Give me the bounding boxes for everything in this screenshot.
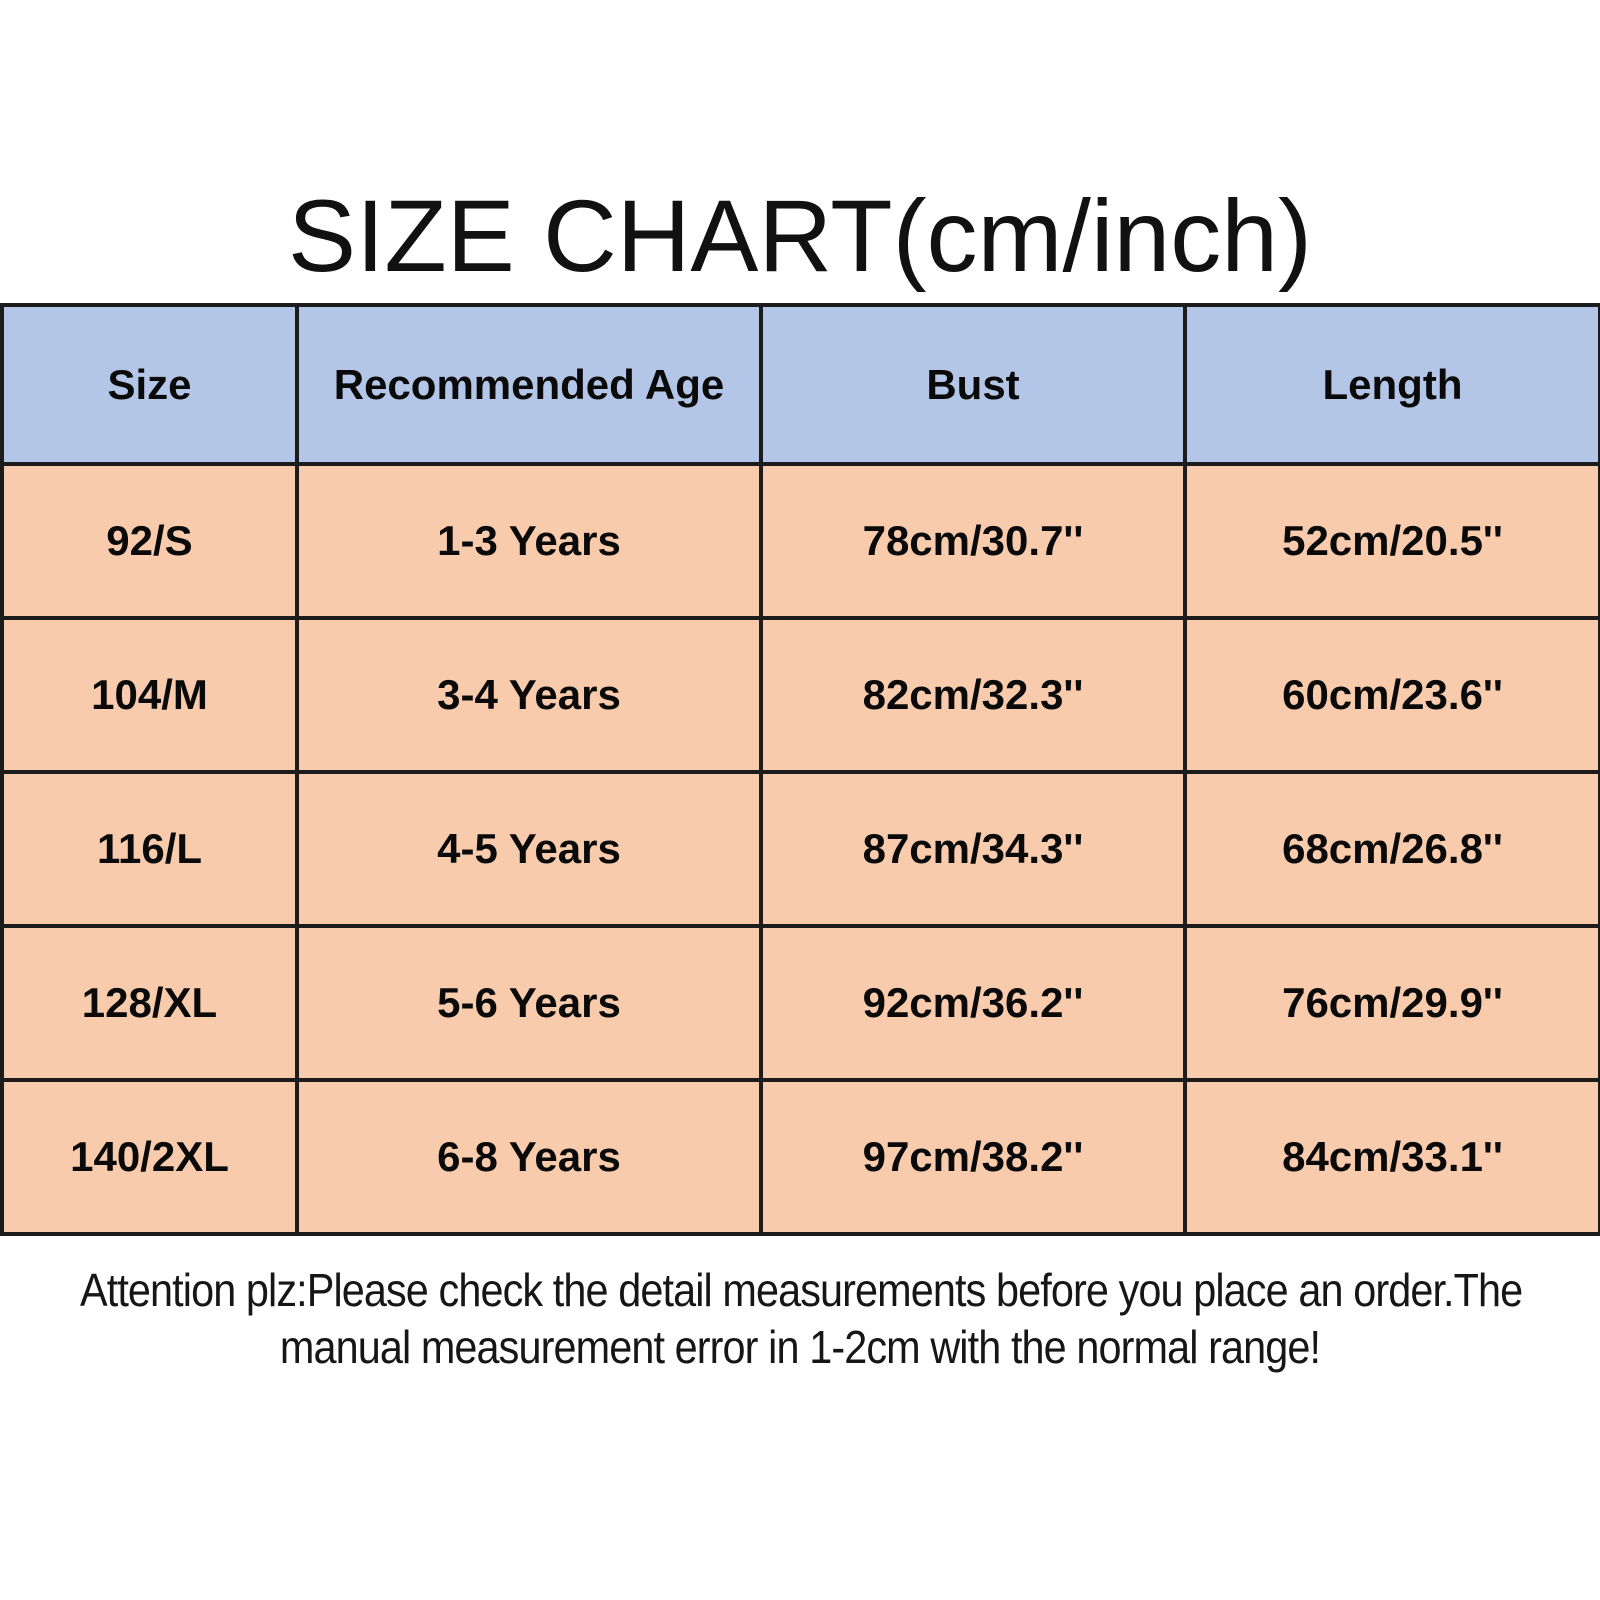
header-cell-length: Length [1183,303,1600,466]
header-cell-age: Recommended Age [295,303,763,466]
cell-age: 3-4 Years [295,616,763,774]
cell-age: 5-6 Years [295,924,763,1082]
table-row: 128/XL 5-6 Years 92cm/36.2'' 76cm/29.9'' [0,924,1600,1082]
cell-size: 140/2XL [0,1078,299,1236]
cell-bust: 92cm/36.2'' [759,924,1187,1082]
cell-length: 68cm/26.8'' [1183,770,1600,928]
cell-size: 92/S [0,462,299,620]
table-header-row: Size Recommended Age Bust Length [0,303,1600,466]
header-cell-bust: Bust [759,303,1187,466]
attention-note-line-1: Attention plz:Please check the detail me… [80,1264,1523,1316]
table-row: 116/L 4-5 Years 87cm/34.3'' 68cm/26.8'' [0,770,1600,928]
cell-bust: 82cm/32.3'' [759,616,1187,774]
cell-age: 4-5 Years [295,770,763,928]
attention-note-line-2: manual measurement error in 1-2cm with t… [279,1321,1321,1373]
cell-length: 60cm/23.6'' [1183,616,1600,774]
cell-size: 116/L [0,770,299,928]
table-row: 104/M 3-4 Years 82cm/32.3'' 60cm/23.6'' [0,616,1600,774]
cell-length: 84cm/33.1'' [1183,1078,1600,1236]
table-row: 92/S 1-3 Years 78cm/30.7'' 52cm/20.5'' [0,462,1600,620]
table-row: 140/2XL 6-8 Years 97cm/38.2'' 84cm/33.1'… [0,1078,1600,1236]
cell-bust: 78cm/30.7'' [759,462,1187,620]
page-title: SIZE CHART(cm/inch) [288,179,1312,293]
cell-length: 52cm/20.5'' [1183,462,1600,620]
cell-length: 76cm/29.9'' [1183,924,1600,1082]
cell-size: 128/XL [0,924,299,1082]
size-chart-table: Size Recommended Age Bust Length 92/S 1-… [0,303,1600,1236]
cell-age: 1-3 Years [295,462,763,620]
cell-age: 6-8 Years [295,1078,763,1236]
cell-size: 104/M [0,616,299,774]
attention-note: Attention plz:Please check the detail me… [80,1262,1523,1376]
cell-bust: 97cm/38.2'' [759,1078,1187,1236]
header-cell-size: Size [0,303,299,466]
cell-bust: 87cm/34.3'' [759,770,1187,928]
